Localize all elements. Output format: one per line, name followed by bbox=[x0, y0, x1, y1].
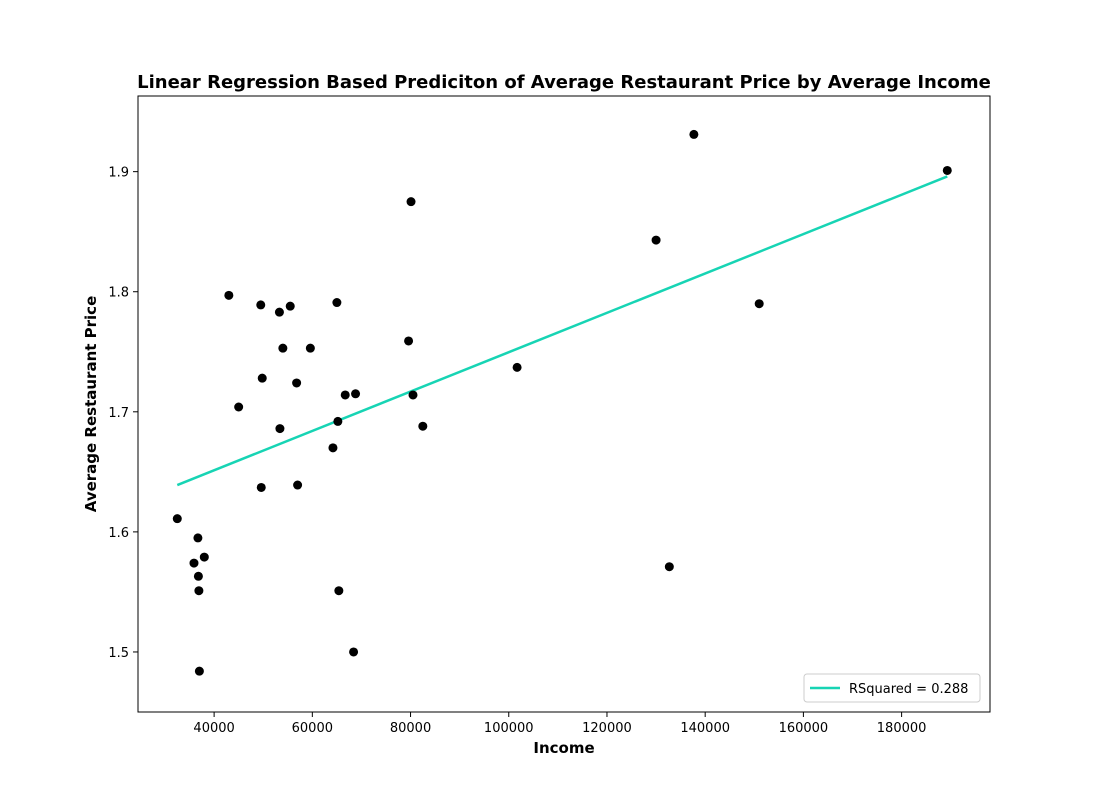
x-tick-label: 180000 bbox=[877, 721, 927, 736]
data-point bbox=[224, 290, 234, 300]
chart-title: Linear Regression Based Prediciton of Av… bbox=[137, 72, 991, 93]
data-point bbox=[193, 533, 203, 543]
data-point bbox=[256, 300, 266, 310]
data-point bbox=[689, 129, 699, 139]
x-axis-label: Income bbox=[533, 739, 594, 757]
data-point bbox=[332, 298, 342, 308]
x-tick-label: 120000 bbox=[582, 721, 632, 736]
data-point bbox=[194, 586, 204, 596]
data-point bbox=[334, 586, 344, 596]
y-tick-label: 1.6 bbox=[108, 526, 129, 541]
data-point bbox=[512, 362, 522, 372]
x-tick-label: 100000 bbox=[484, 721, 534, 736]
y-tick-label: 1.9 bbox=[108, 166, 129, 181]
data-point bbox=[275, 424, 285, 434]
data-point bbox=[194, 666, 204, 676]
data-point bbox=[754, 299, 764, 309]
y-tick-label: 1.8 bbox=[108, 286, 129, 301]
data-point bbox=[274, 307, 284, 317]
x-tick-label: 60000 bbox=[292, 721, 333, 736]
data-point bbox=[305, 343, 315, 353]
plot-area bbox=[137, 95, 991, 713]
y-axis-label: Average Restaurant Price bbox=[82, 296, 100, 513]
data-point bbox=[406, 197, 416, 207]
data-point bbox=[351, 389, 361, 399]
data-point bbox=[257, 373, 267, 383]
data-point bbox=[333, 416, 343, 426]
y-axis: 1.5 1.6 1.7 1.8 1.9 bbox=[108, 166, 138, 661]
data-point bbox=[292, 378, 302, 388]
data-point bbox=[328, 443, 338, 453]
data-point bbox=[349, 647, 359, 657]
data-point bbox=[340, 390, 350, 400]
data-point bbox=[199, 552, 209, 562]
y-tick-label: 1.5 bbox=[108, 646, 129, 661]
y-tick-label: 1.7 bbox=[108, 406, 129, 421]
regression-line bbox=[176, 175, 948, 487]
x-tick-label: 80000 bbox=[390, 721, 431, 736]
x-tick-label: 160000 bbox=[779, 721, 829, 736]
data-point bbox=[664, 562, 674, 572]
x-axis: 40000 60000 80000 100000 120000 140000 160000 1… bbox=[193, 712, 926, 736]
x-tick-label: 140000 bbox=[680, 721, 730, 736]
data-point bbox=[942, 165, 952, 175]
plot-frame bbox=[137, 95, 991, 713]
data-point bbox=[418, 421, 428, 431]
data-point bbox=[189, 558, 199, 568]
data-point bbox=[256, 482, 266, 492]
data-point bbox=[293, 480, 303, 490]
data-point bbox=[408, 390, 418, 400]
data-point bbox=[285, 301, 295, 311]
data-point bbox=[193, 571, 203, 581]
legend: RSquared = 0.288 bbox=[803, 673, 981, 703]
data-point bbox=[651, 235, 661, 245]
legend-label: RSquared = 0.288 bbox=[849, 682, 968, 697]
data-point bbox=[404, 336, 414, 346]
data-point bbox=[278, 343, 288, 353]
data-point bbox=[172, 514, 182, 524]
legend-box bbox=[803, 673, 981, 703]
x-tick-label: 40000 bbox=[193, 721, 234, 736]
data-point bbox=[234, 402, 244, 412]
